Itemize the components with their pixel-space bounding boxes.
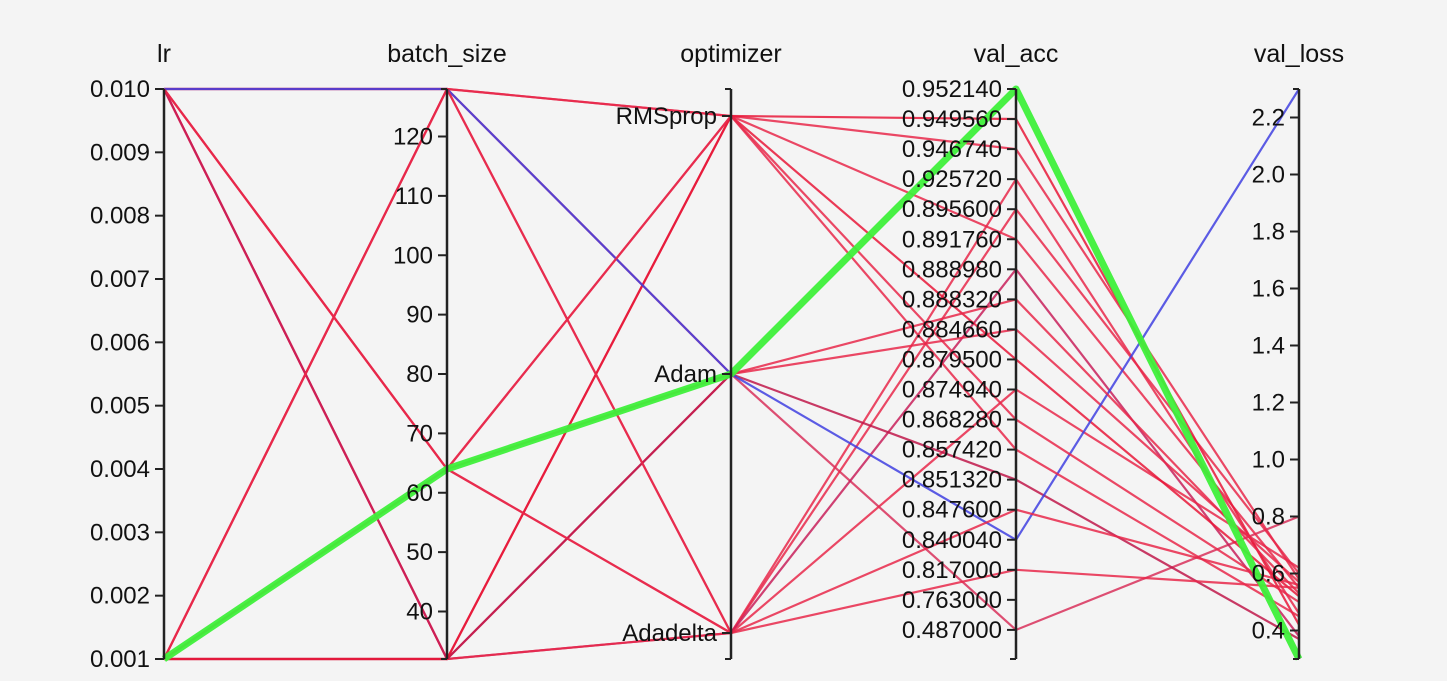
tick-label: 1.8	[1252, 219, 1285, 246]
tick-label: 0.888980	[902, 256, 1002, 283]
tick-label: 0.003	[90, 519, 150, 546]
tick-label: 0.009	[90, 139, 150, 166]
tick-label: 0.6	[1252, 561, 1285, 588]
tick-label: 0.884660	[902, 316, 1002, 343]
tick-label: 0.891760	[902, 226, 1002, 253]
tick-label: 60	[406, 480, 433, 507]
tick-label: Adam	[654, 361, 717, 388]
tick-label: 100	[393, 242, 433, 269]
tick-label: 0.001	[90, 646, 150, 673]
axis-lr: lr 0.001 0.002 0.003 0.004 0.005 0.006 0.007 0.0…	[90, 40, 171, 673]
tick-label: 0.868280	[902, 407, 1002, 434]
tick-label: 50	[406, 539, 433, 566]
tick-label: 70	[406, 420, 433, 447]
axis-title[interactable]: optimizer	[680, 40, 781, 68]
axis-batch-size: batch_size 40 50 60 70 80 90 100 110 120	[387, 40, 507, 660]
tick-label: Adadelta	[622, 620, 717, 647]
tick-label: 1.4	[1252, 333, 1285, 360]
tick-label: 0.946740	[902, 136, 1002, 163]
tick-label: 2.2	[1252, 105, 1285, 132]
axis-title[interactable]: val_acc	[974, 40, 1059, 68]
tick-label: 0.002	[90, 583, 150, 610]
tick-label: 0.006	[90, 329, 150, 356]
tick-label: 90	[406, 302, 433, 329]
tick-label: 1.6	[1252, 276, 1285, 303]
tick-label: 0.851320	[902, 467, 1002, 494]
tick-label: 0.879500	[902, 346, 1002, 373]
axis-val-loss: val_loss 0.4 0.6 0.8 1.0 1.2 1.4 1.6 1.8 2.0 2.2	[1252, 40, 1344, 660]
tick-label: 40	[406, 599, 433, 626]
axis-title[interactable]: batch_size	[387, 40, 507, 68]
tick-label: 0.007	[90, 266, 150, 293]
tick-label: 0.005	[90, 393, 150, 420]
tick-label: 0.949560	[902, 106, 1002, 133]
tick-label: 0.857420	[902, 437, 1002, 464]
axis-optimizer: optimizer RMSprop Adam Adadelta	[616, 40, 782, 660]
tick-label: 80	[406, 361, 433, 388]
tick-label: 0.8	[1252, 504, 1285, 531]
tick-label: 0.487000	[902, 617, 1002, 644]
tick-label: 0.010	[90, 76, 150, 103]
tick-label: 0.004	[90, 456, 150, 483]
axis-title[interactable]: val_loss	[1254, 40, 1344, 68]
axis-title[interactable]: lr	[157, 40, 171, 68]
tick-label: 0.763000	[902, 587, 1002, 614]
tick-label: 0.874940	[902, 377, 1002, 404]
axes: lr 0.001 0.002 0.003 0.004 0.005 0.006 0.007 0.0…	[90, 40, 1344, 673]
tick-label: 0.4	[1252, 618, 1285, 645]
axis-val-acc: val_acc 0.952140 0.949560 0.946740 0.925720 0…	[902, 40, 1059, 660]
tick-label: 0.888320	[902, 286, 1002, 313]
tick-label: 1.0	[1252, 447, 1285, 474]
tick-label: 0.952140	[902, 76, 1002, 103]
tick-label: 1.2	[1252, 390, 1285, 417]
tick-label: 0.840040	[902, 527, 1002, 554]
tick-label: 120	[393, 124, 433, 151]
tick-label: 0.847600	[902, 497, 1002, 524]
tick-label: 110	[395, 183, 433, 210]
tick-label: 0.925720	[902, 166, 1002, 193]
tick-label: 0.895600	[902, 196, 1002, 223]
tick-label: 0.817000	[902, 557, 1002, 584]
tick-label: 0.008	[90, 203, 150, 230]
tick-label: RMSprop	[616, 103, 717, 130]
tick-label: 2.0	[1252, 162, 1285, 189]
